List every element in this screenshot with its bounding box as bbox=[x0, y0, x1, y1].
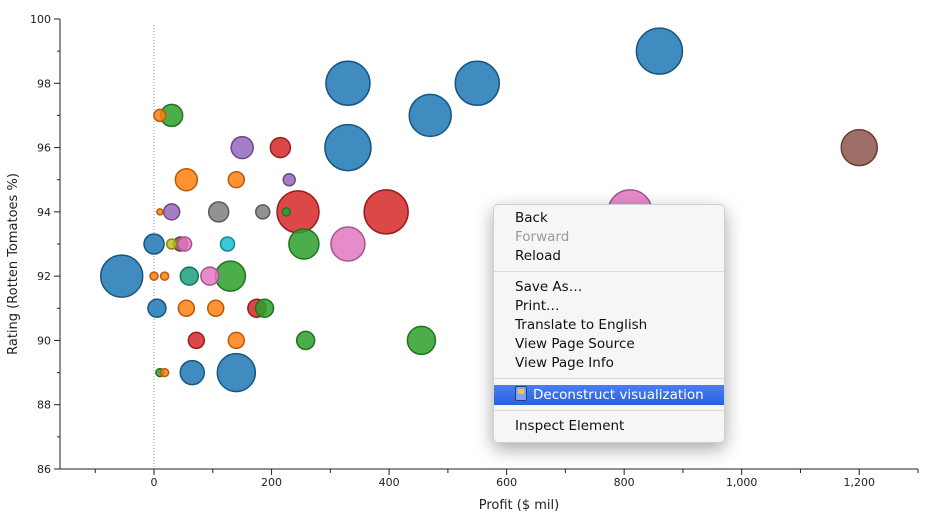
y-tick-label: 88 bbox=[37, 399, 51, 412]
bubble-point bbox=[324, 123, 372, 172]
menu-item-view-info[interactable]: View Page Info bbox=[515, 355, 614, 371]
y-tick-label: 94 bbox=[37, 206, 51, 219]
bubble-point bbox=[176, 236, 193, 252]
menu-item-translate[interactable]: Translate to English bbox=[515, 317, 648, 333]
bubble-point bbox=[254, 204, 271, 220]
menu-separator bbox=[494, 410, 724, 411]
bubble-point bbox=[159, 271, 170, 281]
bubble-point bbox=[174, 167, 199, 192]
bubble-point bbox=[295, 330, 316, 351]
plugin-icon bbox=[515, 386, 527, 401]
bubble-point bbox=[254, 298, 275, 319]
bubble-point bbox=[179, 359, 205, 386]
menu-item-deconstruct-label: Deconstruct visualization bbox=[533, 387, 704, 403]
x-tick-label: 0 bbox=[151, 476, 158, 489]
bubble-point bbox=[177, 299, 196, 318]
menu-separator bbox=[494, 271, 724, 272]
bubble-point bbox=[216, 352, 257, 393]
menu-item-view-source[interactable]: View Page Source bbox=[515, 336, 635, 352]
menu-item-inspect[interactable]: Inspect Element bbox=[515, 418, 625, 434]
bubble-point bbox=[219, 236, 236, 252]
y-tick-label: 98 bbox=[37, 77, 51, 90]
bubble-point bbox=[282, 172, 296, 187]
bubble-point bbox=[227, 170, 246, 189]
bubble-point bbox=[227, 331, 246, 350]
x-tick-label: 600 bbox=[496, 476, 517, 489]
bubble-point bbox=[153, 108, 167, 123]
bubble-point bbox=[281, 207, 292, 217]
bubble-point bbox=[269, 136, 292, 159]
bubble-point bbox=[214, 260, 247, 292]
context-menu: Back Forward Reload Save As… Print… Tran… bbox=[493, 204, 725, 443]
bubble-point bbox=[325, 60, 371, 107]
bubble-point bbox=[179, 266, 200, 286]
bubble-point bbox=[840, 128, 878, 167]
bubble-point bbox=[187, 331, 206, 350]
bubble-point bbox=[143, 233, 165, 255]
y-tick-label: 92 bbox=[37, 270, 51, 283]
bubble-point bbox=[159, 367, 170, 378]
bubble-point bbox=[363, 189, 409, 235]
menu-item-save-as[interactable]: Save As… bbox=[515, 279, 583, 295]
menu-item-print[interactable]: Print… bbox=[515, 298, 560, 314]
bubble-point bbox=[406, 325, 437, 356]
bubble-point bbox=[330, 226, 366, 262]
bubble-point bbox=[156, 208, 164, 216]
bubble-point bbox=[454, 60, 500, 107]
bubble-point bbox=[200, 266, 220, 286]
bubble-point bbox=[207, 201, 230, 223]
menu-item-forward: Forward bbox=[515, 229, 570, 245]
bubble-point bbox=[635, 27, 684, 75]
y-tick-label: 100 bbox=[30, 13, 51, 26]
menu-item-deconstruct[interactable]: Deconstruct visualization bbox=[494, 385, 724, 405]
y-tick-label: 96 bbox=[37, 142, 51, 155]
y-axis-title: Rating (Rotten Tomatoes %) bbox=[6, 173, 21, 355]
bubble-point bbox=[99, 254, 144, 298]
x-tick-label: 1,200 bbox=[843, 476, 875, 489]
x-axis-title: Profit ($ mil) bbox=[479, 498, 559, 513]
bubble-point bbox=[206, 299, 225, 318]
bubble-point bbox=[230, 135, 254, 160]
y-tick-label: 90 bbox=[37, 334, 51, 347]
x-tick-label: 1,000 bbox=[726, 476, 758, 489]
menu-item-reload[interactable]: Reload bbox=[515, 248, 561, 264]
bubble-point bbox=[165, 238, 178, 250]
bubble-point bbox=[288, 228, 320, 260]
x-tick-label: 800 bbox=[614, 476, 635, 489]
menu-item-back[interactable]: Back bbox=[515, 210, 548, 226]
bubble-point bbox=[147, 298, 167, 319]
bubble-point bbox=[408, 93, 452, 138]
bubble-point bbox=[149, 271, 159, 281]
x-tick-label: 400 bbox=[379, 476, 400, 489]
x-tick-label: 200 bbox=[261, 476, 282, 489]
y-tick-label: 86 bbox=[37, 463, 51, 476]
menu-separator bbox=[494, 378, 724, 379]
bubble-point bbox=[162, 203, 181, 221]
